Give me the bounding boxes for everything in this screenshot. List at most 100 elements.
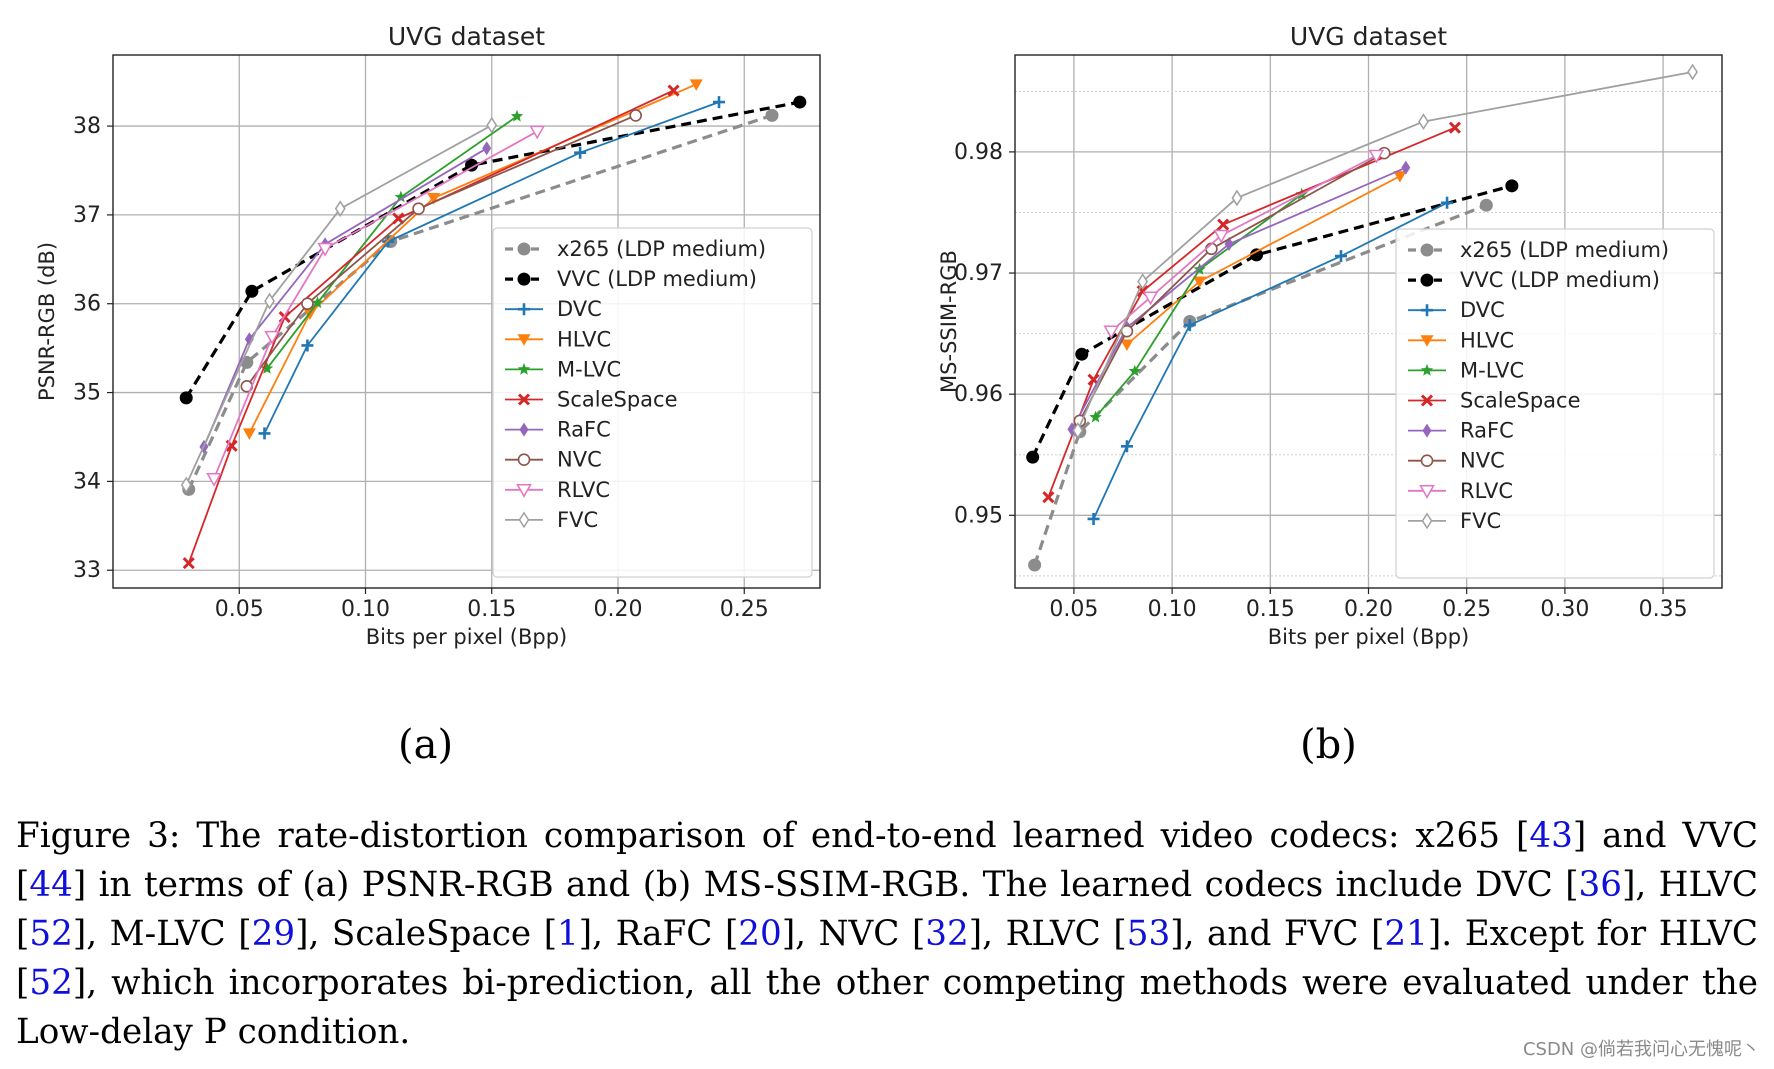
series-line-rafc [1071,166,1407,430]
data-point-hlvc [427,193,441,205]
series-fvc [1072,63,1698,439]
caption-text: ], M-LVC [ [72,914,252,954]
y-tick-label: 0.96 [954,382,1003,407]
data-point-scalespace [392,212,405,225]
data-point-fvc [1072,422,1084,439]
legend-box [1395,228,1715,579]
data-point-mlvc [1089,410,1102,423]
citation-link[interactable]: 52 [29,914,73,954]
caption-text: ] and VVC [ [16,816,1758,905]
data-point-hlvc [303,308,317,321]
data-point-dvc [1087,512,1100,525]
data-point-vvc [1250,248,1264,262]
data-point-vvc [179,391,193,405]
legend-label-nvc: NVC [1460,449,1505,473]
data-point-rafc [1401,160,1411,175]
data-point-mlvc [394,190,407,203]
series-line-scalespace [1047,126,1456,498]
legend-marker-x265 [1420,243,1434,257]
data-point-rlvc [1142,291,1159,306]
data-point-mlvc [1128,364,1141,377]
legend-label-x265: x265 (LDP medium) [1460,238,1669,262]
legend-marker-vvc [1420,273,1434,287]
data-point-vvc [1505,179,1519,193]
series-nvc [240,109,642,393]
data-point-vvc [465,158,479,172]
y-tick-label: 35 [73,381,101,406]
data-point-vvc [793,95,807,109]
x-tick-label: 0.20 [594,597,643,622]
y-axis-label: PSNR-RGB (dB) [35,242,59,401]
caption-text: Figure 3: The rate-distortion comparison… [16,816,1530,856]
series-line-rlvc [213,130,538,480]
data-point-dvc [713,96,725,109]
legend: x265 (LDP medium) VVC (LDP medium) DVC HLVC… [1395,228,1715,579]
subfigure-label-a: (a) [398,722,454,768]
citation-link[interactable]: 1 [557,914,579,954]
series-vvc [1026,179,1519,464]
citation-link[interactable]: 52 [29,963,73,1003]
y-tick-label: 0.95 [954,503,1003,528]
citation-link[interactable]: 43 [1529,816,1573,856]
x-tick-label: 0.25 [1442,597,1491,622]
legend-marker-scalespace [517,393,531,406]
x-tick-label: 0.15 [1246,597,1295,622]
y-axis-label: MS-SSIM-RGB [937,250,961,393]
series-line-nvc [1079,152,1385,422]
y-tick-label: 0.98 [954,140,1003,165]
legend-marker-hlvc [517,334,531,346]
axes-frame [112,54,821,589]
data-point-x265 [1479,198,1493,212]
series-fvc [180,116,498,494]
legend-label-x265: x265 (LDP medium) [557,237,766,261]
citation-link[interactable]: 21 [1384,914,1428,954]
series-line-mlvc [1094,193,1303,418]
citation-link[interactable]: 32 [925,914,969,954]
chart-title: UVG dataset [1290,22,1447,51]
legend-marker-vvc [517,272,531,286]
data-point-rlvc [264,330,280,345]
citation-link[interactable]: 20 [738,914,782,954]
data-point-nvc [412,202,425,215]
data-point-fvc [1687,63,1698,81]
citation-link[interactable]: 36 [1578,865,1623,905]
series-vvc [179,95,807,405]
citation-link[interactable]: 53 [1126,914,1171,954]
data-point-hlvc [1120,339,1134,352]
series-line-vvc [184,100,801,399]
citation-link[interactable]: 29 [251,914,296,954]
caption-text: ], HLVC [ [16,865,1758,954]
y-tick-label: 34 [73,469,101,494]
data-point-rlvc [529,125,545,140]
data-point-dvc [1120,440,1133,453]
series-line-vvc [1031,184,1513,458]
data-point-mlvc [260,362,274,374]
legend-marker-hlvc [1420,335,1434,347]
data-point-scalespace [667,84,680,97]
legend-marker-nvc [517,453,531,467]
legend-marker-dvc [518,303,530,316]
data-point-dvc [574,146,587,159]
caption-text: ], which incorporates bi-prediction, all… [16,963,1758,1052]
legend-marker-dvc [1421,304,1433,317]
legend-label-hlvc: HLVC [1460,328,1514,352]
legend-marker-rlvc [516,484,532,498]
y-tick-label: 38 [73,114,101,139]
data-point-dvc [258,427,271,440]
series-line-x265 [1033,203,1487,566]
data-point-scalespace [182,557,195,570]
legend-label-dvc: DVC [1460,298,1505,322]
y-tick-label: 33 [73,558,101,583]
legend-label-rafc: RaFC [557,418,611,442]
legend-marker-nvc [1420,454,1434,468]
data-point-nvc [629,109,642,122]
watermark: CSDN @倘若我问心无愧呢丶 [1522,1039,1760,1060]
citation-link[interactable]: 44 [29,865,73,905]
legend-label-scalespace: ScaleSpace [1460,389,1581,413]
data-point-fvc [1418,113,1429,131]
figure-caption: Figure 3: The rate-distortion comparison… [16,812,1758,1057]
caption-text: ], RaFC [ [578,914,739,954]
data-point-mlvc [510,109,524,122]
series-mlvc [1089,187,1308,423]
data-point-fvc [486,116,498,134]
